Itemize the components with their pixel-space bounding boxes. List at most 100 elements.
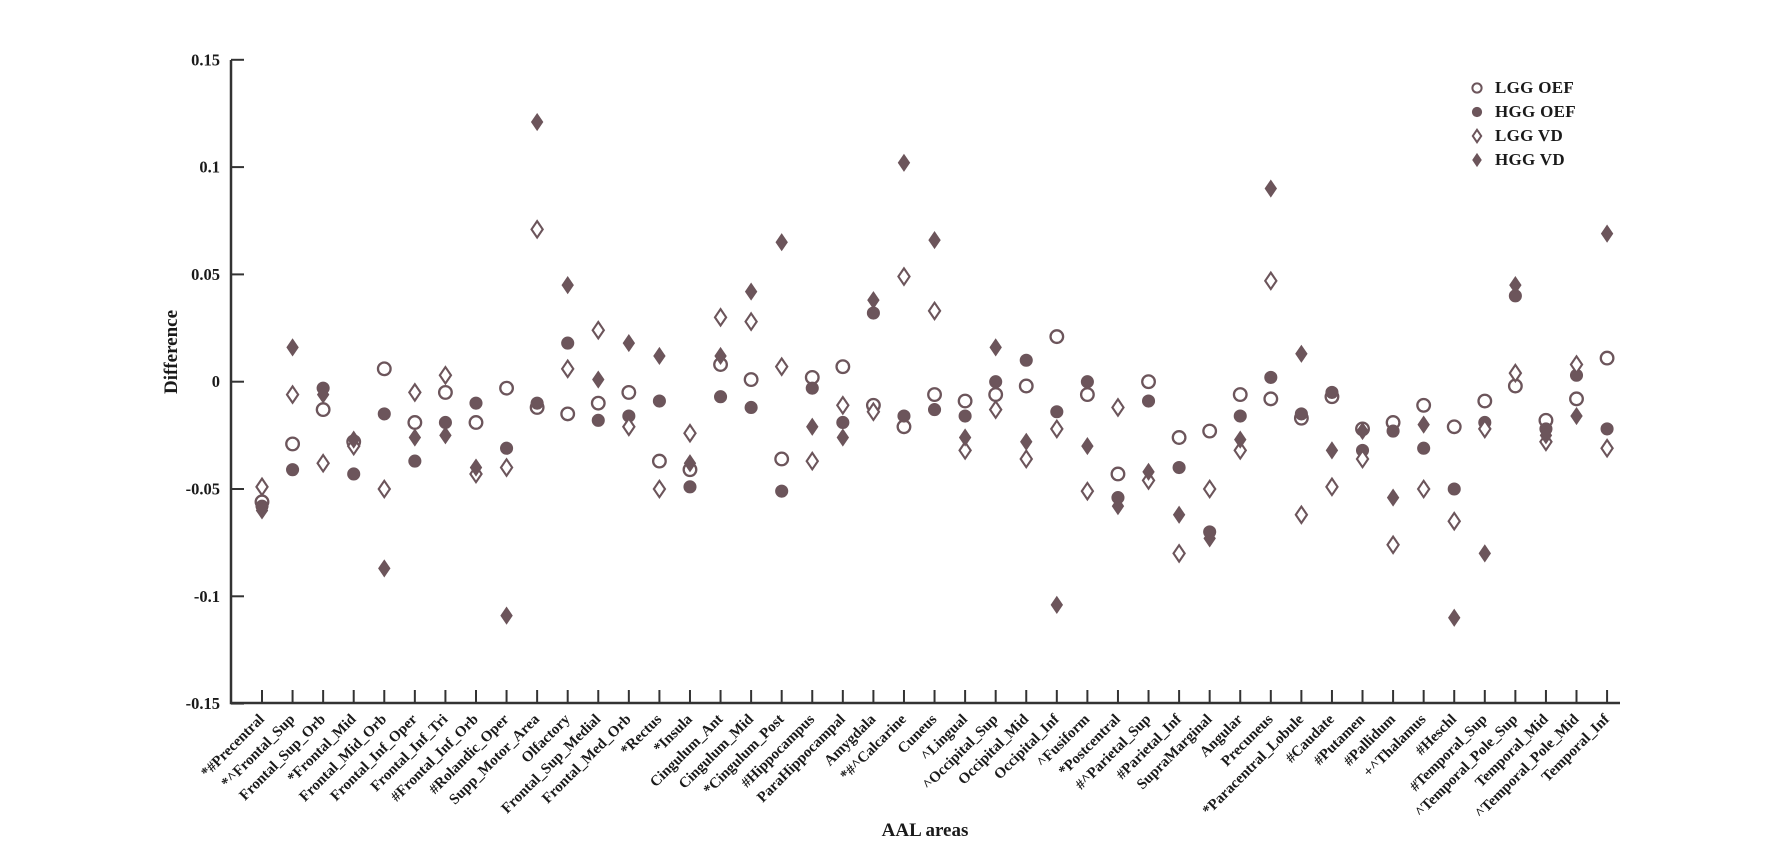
data-point <box>1019 448 1034 470</box>
data-point <box>1600 438 1614 459</box>
data-point <box>989 338 1002 357</box>
data-point <box>316 385 330 404</box>
data-point <box>438 365 453 386</box>
data-point <box>1172 543 1186 564</box>
data-point <box>1295 344 1308 363</box>
data-point <box>744 400 758 415</box>
data-point <box>1325 385 1339 399</box>
data-point <box>1020 432 1033 451</box>
data-point <box>1539 426 1553 445</box>
data-point <box>836 415 850 430</box>
data-point <box>1234 430 1247 449</box>
data-point <box>1263 270 1278 291</box>
data-point <box>622 333 636 353</box>
data-point <box>315 402 331 418</box>
data-point <box>1599 350 1615 366</box>
data-point <box>958 440 972 461</box>
data-point <box>1569 391 1584 407</box>
data-point <box>1570 406 1583 426</box>
data-point <box>957 393 973 409</box>
data-point <box>591 320 606 341</box>
data-point <box>1263 391 1279 407</box>
data-point <box>1172 460 1186 475</box>
legend-item: HGG OEF <box>1468 100 1576 123</box>
data-point <box>1141 394 1156 408</box>
data-point <box>1508 363 1523 384</box>
data-point <box>377 407 391 421</box>
data-point <box>500 441 514 455</box>
data-point <box>1325 441 1339 460</box>
data-point <box>1018 378 1034 394</box>
data-point <box>1142 462 1155 481</box>
data-point <box>347 467 361 481</box>
data-point <box>1019 353 1033 367</box>
y-tick-label: -0.15 <box>186 694 220 713</box>
data-point <box>1049 329 1065 345</box>
data-point <box>621 384 637 400</box>
filled-circle <box>1471 106 1483 117</box>
data-point <box>683 480 697 494</box>
data-point <box>469 396 483 410</box>
data-point <box>897 409 911 423</box>
data-point <box>714 390 728 404</box>
data-point <box>897 266 911 287</box>
data-point <box>805 381 819 395</box>
data-point <box>499 380 515 396</box>
data-point <box>530 219 545 240</box>
data-point <box>407 415 423 430</box>
open-circle-icon <box>1471 81 1483 94</box>
y-tick-label: 0 <box>212 372 220 391</box>
data-point <box>835 395 850 416</box>
data-point <box>347 430 360 449</box>
data-point <box>988 387 1004 403</box>
legend-item: HGG VD <box>1468 148 1576 171</box>
data-point <box>1202 423 1218 439</box>
data-point <box>408 454 422 468</box>
axis-line <box>229 60 1620 705</box>
data-point <box>1080 481 1095 502</box>
data-point <box>1050 405 1064 419</box>
data-point <box>928 230 941 250</box>
legend: LGG OEF HGG OEF LGG VD HGG VD <box>1468 76 1576 171</box>
data-point <box>652 478 667 500</box>
data-point <box>1203 529 1216 548</box>
filled-diamond <box>1472 152 1482 167</box>
data-point <box>561 276 574 295</box>
data-point <box>744 282 758 301</box>
data-point <box>1416 397 1432 413</box>
filled-circle-icon <box>1471 106 1483 117</box>
data-point <box>1172 505 1186 524</box>
data-point <box>1110 466 1126 482</box>
data-point <box>653 346 666 366</box>
y-tick-label: -0.1 <box>194 587 220 606</box>
data-point <box>775 233 788 252</box>
data-point <box>561 336 575 350</box>
data-point <box>530 112 544 132</box>
data-point <box>1050 595 1064 614</box>
legend-label: LGG VD <box>1495 125 1564 145</box>
data-point <box>1447 482 1461 496</box>
data-point <box>560 406 576 422</box>
data-point <box>1264 370 1278 384</box>
data-point <box>775 484 789 498</box>
data-point <box>1294 504 1309 525</box>
data-point <box>1355 448 1370 470</box>
legend-label: HGG OEF <box>1495 101 1576 121</box>
data-point <box>285 436 301 452</box>
data-point <box>805 451 820 472</box>
data-point <box>1509 276 1522 295</box>
data-point <box>1264 179 1278 198</box>
data-point <box>468 415 484 430</box>
data-point <box>621 416 636 437</box>
data-point <box>774 356 789 377</box>
data-point <box>1202 478 1217 500</box>
data-point <box>958 428 972 447</box>
data-point <box>1386 488 1400 507</box>
data-point <box>683 454 697 473</box>
y-tick-label: 0.15 <box>191 50 220 69</box>
data-point <box>530 396 544 410</box>
data-point <box>1446 419 1462 435</box>
data-point <box>836 428 850 447</box>
data-point <box>1478 544 1492 563</box>
